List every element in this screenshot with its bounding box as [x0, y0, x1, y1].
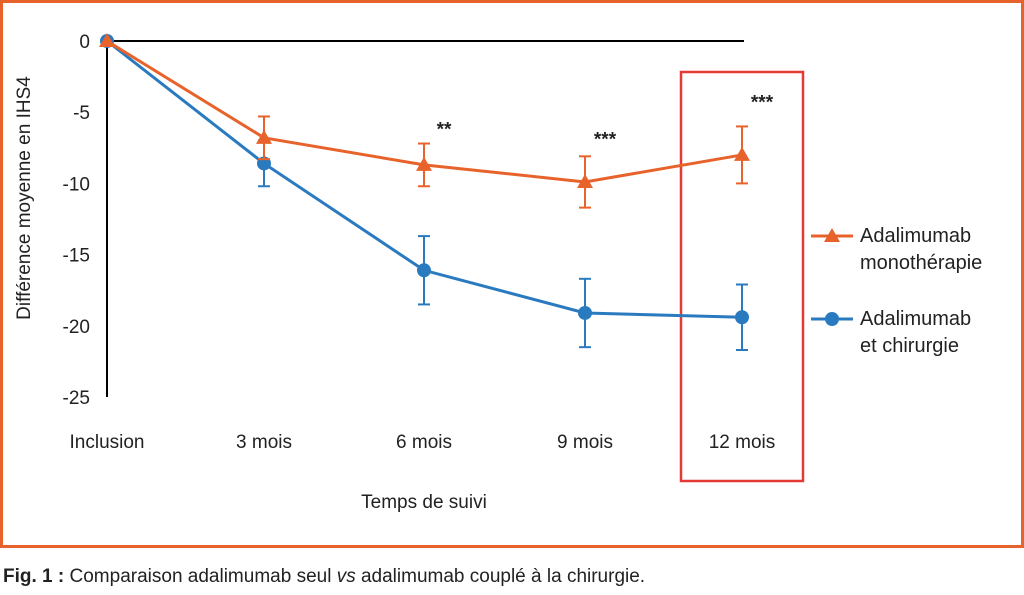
legend-label: Adalimumab: [860, 225, 971, 247]
series-chirurgie: [100, 34, 749, 352]
y-tick-label: -10: [63, 174, 90, 195]
y-axis-label: Différence moyenne en IHS4: [14, 76, 35, 320]
y-tick-label: -15: [63, 246, 90, 267]
x-tick-label: 3 mois: [236, 432, 292, 453]
caption-text-italic: vs: [336, 566, 356, 587]
y-tick-label: -25: [63, 388, 90, 409]
axes: 0 -5 -10 -15 -20 -25 Inclusion 3 mois 6 mois 9 mo…: [63, 32, 776, 453]
legend-marker: [824, 228, 840, 242]
y-tick-label: -5: [73, 103, 90, 124]
data-point: [578, 305, 592, 320]
data-point: [256, 129, 272, 144]
caption-text-before: Comparaison adalimumab seul: [69, 566, 337, 587]
significance-annotation: ***: [594, 130, 617, 151]
caption-text-after: adalimumab couplé à la chirurgie.: [355, 566, 646, 587]
legend-label: monothérapie: [860, 252, 982, 274]
data-point: [99, 33, 115, 47]
legend-marker: [825, 312, 839, 326]
figure-caption: Fig. 1 : Comparaison adalimumab seul vs …: [3, 566, 645, 588]
legend: Adalimumab monothérapie Adalimumab et chiru…: [811, 225, 982, 357]
data-point: [417, 263, 431, 278]
frame-border: [0, 0, 1024, 548]
highlight-box: [679, 70, 805, 483]
legend-label: Adalimumab: [860, 308, 971, 330]
significance-annotation: ***: [751, 93, 774, 114]
data-point: [735, 310, 749, 325]
series-monotherapie: [99, 33, 750, 209]
x-axis-label: Temps de suivi: [361, 492, 487, 513]
highlight-rect: [679, 70, 805, 483]
annotations: ** ******: [437, 93, 774, 151]
y-tick-label: -20: [63, 317, 90, 338]
caption-label: Fig. 1 :: [3, 566, 65, 587]
significance-annotation: **: [437, 120, 452, 141]
y-tick-label: 0: [79, 32, 90, 53]
x-tick-label: 6 mois: [396, 432, 452, 453]
series-layer: [99, 33, 750, 352]
x-tick-label: Inclusion: [70, 432, 145, 453]
line-chart: 0 -5 -10 -15 -20 -25 Inclusion 3 mois 6 mois 9 mo…: [0, 0, 1024, 548]
data-point: [416, 156, 432, 171]
x-tick-label: 9 mois: [557, 432, 613, 453]
data-point: [577, 173, 593, 188]
figure-frame: 0 -5 -10 -15 -20 -25 Inclusion 3 mois 6 mois 9 mo…: [0, 0, 1024, 548]
x-tick-label: 12 mois: [709, 432, 776, 453]
data-point: [734, 146, 750, 161]
legend-label: et chirurgie: [860, 335, 959, 357]
